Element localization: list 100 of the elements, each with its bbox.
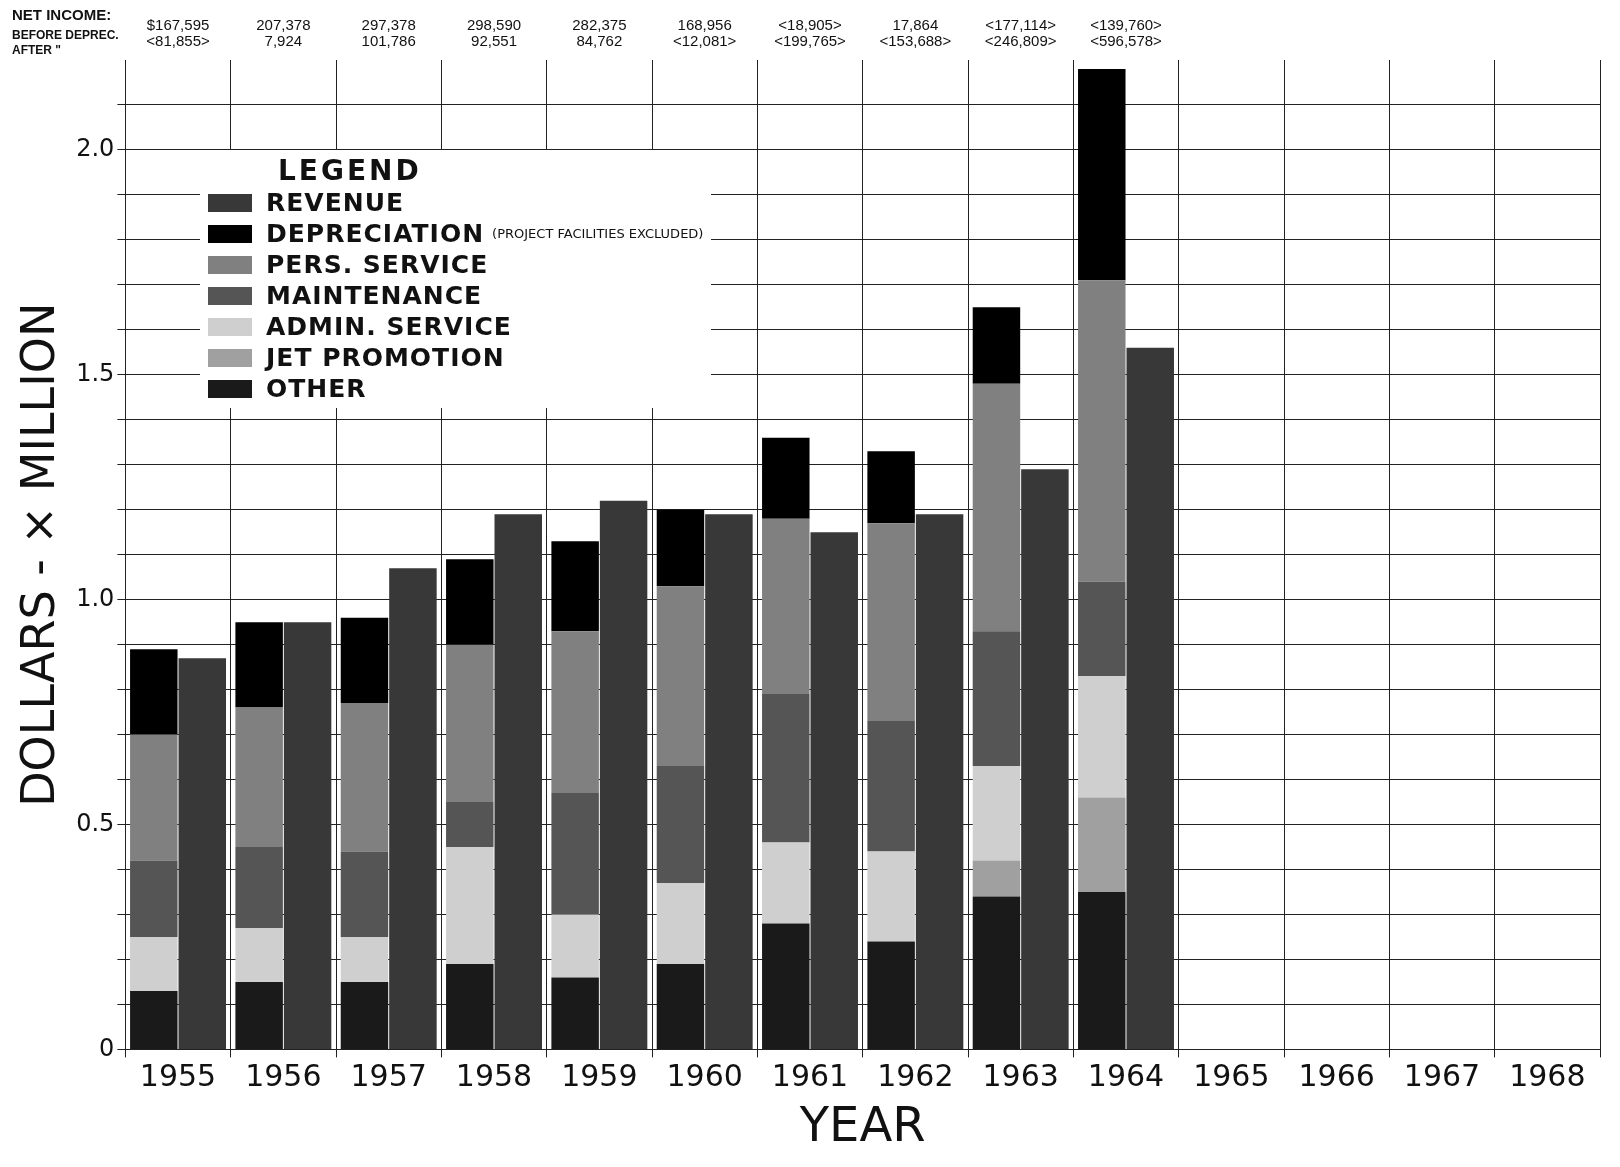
x-tick-label: 1959 <box>561 1058 638 1094</box>
bar <box>867 721 915 852</box>
text: 298,590 <box>466 16 522 33</box>
bar <box>446 559 494 645</box>
x-tick-label: 1963 <box>982 1058 1059 1094</box>
bar <box>972 383 1021 632</box>
legend-label: OTHER <box>266 373 367 404</box>
x-tick-label: 1961 <box>771 1058 849 1094</box>
y-axis-title: DOLLARS - × MILLION <box>10 302 65 807</box>
legend-label: REVENUE <box>266 187 405 218</box>
x-tick-label: 1960 <box>666 1058 743 1094</box>
legend-label: ADMIN. SERVICE <box>266 311 512 342</box>
bar <box>972 766 1021 861</box>
text: <139,760> <box>1090 16 1163 33</box>
bar <box>656 586 705 767</box>
bar <box>972 307 1021 384</box>
bar <box>656 766 705 883</box>
bar <box>1078 797 1126 892</box>
text: <199,765> <box>774 32 847 49</box>
bar <box>130 649 178 735</box>
bar <box>972 631 1021 767</box>
text: AFTER " <box>12 43 62 57</box>
bar <box>130 936 178 991</box>
legend-label: MAINTENANCE <box>266 280 483 311</box>
bar <box>867 451 915 524</box>
bar <box>494 514 542 1049</box>
bar <box>1078 280 1126 582</box>
legend-label: JET PROMOTION <box>266 342 505 373</box>
bar <box>389 568 437 1049</box>
x-tick-label: 1968 <box>1509 1058 1586 1094</box>
bar <box>762 437 810 519</box>
x-tick-label: 1962 <box>877 1058 954 1094</box>
text: <596,578> <box>1090 32 1163 49</box>
x-tick-label: 1956 <box>245 1058 322 1094</box>
bar <box>1021 469 1069 1049</box>
bar <box>1078 581 1126 677</box>
text: <246,809> <box>984 32 1057 49</box>
text: 17,864 <box>892 16 939 33</box>
text: NET INCOME: <box>12 6 112 23</box>
bar <box>340 703 389 852</box>
bar <box>656 883 705 964</box>
bar <box>235 927 283 982</box>
bar <box>1078 676 1126 798</box>
bar <box>762 694 810 843</box>
bar <box>599 500 648 1049</box>
legend-title: LEGEND <box>278 154 423 187</box>
y-tick-label: 1.5 <box>76 359 115 388</box>
text: <177,114> <box>985 16 1057 33</box>
text: 282,375 <box>572 16 627 33</box>
bar <box>762 518 810 695</box>
bar <box>235 707 283 848</box>
y-tick-label: 1.0 <box>76 583 115 612</box>
text: 297,378 <box>361 16 416 33</box>
bar <box>130 734 178 861</box>
x-tick-label: 1955 <box>139 1058 217 1094</box>
text: 92,551 <box>471 32 517 49</box>
text: 207,378 <box>256 16 311 33</box>
bar <box>551 631 599 794</box>
y-tick-label: 2.0 <box>76 134 115 163</box>
bar <box>340 936 389 982</box>
x-tick-label: 1964 <box>1087 1058 1165 1094</box>
bar <box>283 622 332 1049</box>
bar <box>656 509 705 587</box>
x-tick-label: 1967 <box>1403 1058 1481 1094</box>
y-tick-label: 0 <box>99 1033 115 1062</box>
bar <box>867 851 915 942</box>
bar <box>867 523 915 722</box>
bar <box>551 541 599 632</box>
text: <12,081> <box>672 32 737 49</box>
bar <box>1078 69 1126 281</box>
bar <box>178 658 226 1049</box>
text: <153,688> <box>879 32 952 49</box>
bar <box>810 532 858 1049</box>
x-tick-label: 1958 <box>455 1058 533 1094</box>
bar <box>915 514 964 1049</box>
bar <box>551 914 599 978</box>
bar <box>762 842 810 924</box>
bar <box>551 793 599 915</box>
bar <box>340 617 389 704</box>
bar <box>1126 347 1174 1049</box>
y-tick-label: 0.5 <box>76 808 115 837</box>
text: BEFORE DEPREC. <box>12 28 119 42</box>
bar <box>446 802 494 848</box>
text: 7,924 <box>264 32 303 49</box>
legend-label: PERS. SERVICE <box>266 249 489 280</box>
text: 168,956 <box>677 16 732 33</box>
bar <box>972 860 1021 897</box>
bar <box>235 847 283 928</box>
text: 84,762 <box>576 32 623 49</box>
text: $167,595 <box>146 16 210 33</box>
bar <box>130 860 178 937</box>
text: <18,905> <box>778 16 842 33</box>
x-axis-title: YEAR <box>798 1095 926 1152</box>
x-tick-label: 1966 <box>1298 1058 1375 1094</box>
x-tick-label: 1957 <box>350 1058 427 1094</box>
bar <box>446 644 494 803</box>
text: 101,786 <box>361 32 416 49</box>
bar <box>446 847 494 964</box>
x-tick-label: 1965 <box>1193 1058 1270 1094</box>
legend-label: DEPRECIATION (PROJECT FACILITIES EXCLUDED) <box>266 218 704 249</box>
